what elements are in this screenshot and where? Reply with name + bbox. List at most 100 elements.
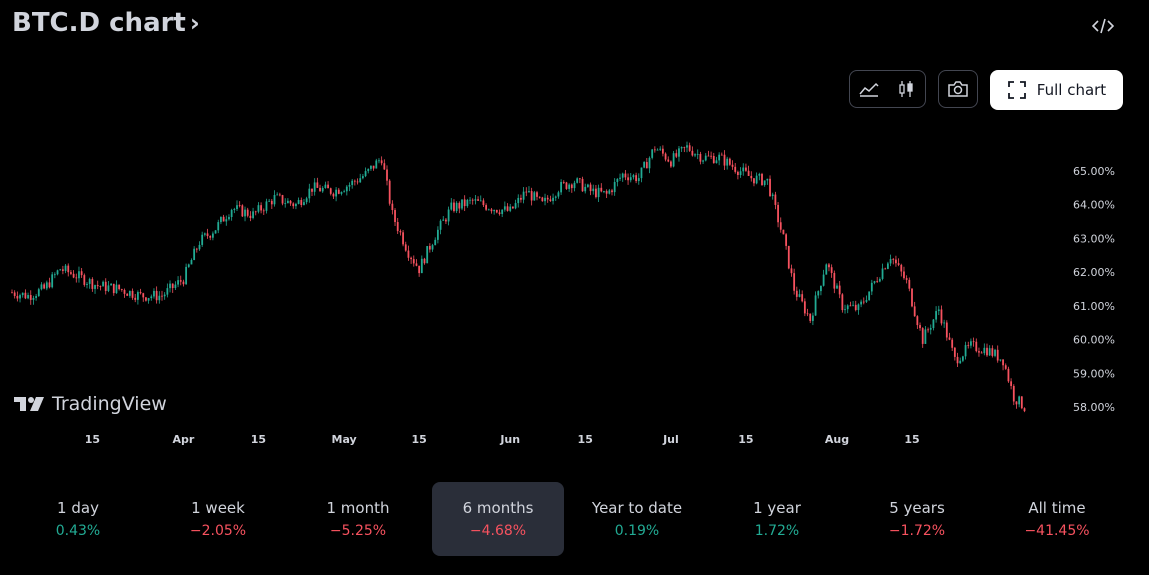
candle-body bbox=[581, 178, 584, 192]
candle-body bbox=[702, 160, 704, 162]
candle-body bbox=[182, 281, 185, 285]
candle-body bbox=[506, 206, 509, 211]
area-style-button[interactable] bbox=[853, 74, 885, 104]
tradingview-logo[interactable]: TradingView bbox=[14, 393, 167, 415]
candle-body bbox=[651, 149, 654, 158]
candle-body bbox=[988, 348, 991, 356]
candle-body bbox=[822, 274, 825, 286]
range-1-year[interactable]: 1 year 1.72% bbox=[711, 482, 843, 556]
candle-body bbox=[576, 178, 579, 183]
candle-body bbox=[201, 234, 204, 245]
candle-body bbox=[624, 173, 627, 178]
candle-body bbox=[978, 351, 980, 353]
candle-body bbox=[171, 283, 174, 289]
candle-body bbox=[509, 206, 512, 211]
candle-body bbox=[96, 285, 99, 287]
candle-body bbox=[345, 186, 348, 192]
candle-body bbox=[110, 283, 113, 286]
candle-body bbox=[254, 211, 257, 213]
candle-body bbox=[811, 315, 814, 321]
candle-body bbox=[565, 182, 568, 189]
candle-body bbox=[552, 197, 554, 202]
candle-body bbox=[313, 182, 316, 192]
embed-code-button[interactable] bbox=[1088, 12, 1118, 40]
candle-body bbox=[865, 300, 868, 302]
candle-body bbox=[145, 297, 147, 301]
candle-body bbox=[742, 167, 745, 172]
candle-body bbox=[913, 306, 916, 317]
candle-body bbox=[286, 200, 289, 204]
x-tick-label: Aug bbox=[825, 433, 849, 446]
candle-body bbox=[838, 285, 841, 295]
candle-body bbox=[520, 197, 522, 200]
candle-body bbox=[750, 175, 753, 179]
candle-body bbox=[356, 181, 359, 183]
candles bbox=[11, 141, 1026, 413]
candle-body bbox=[35, 296, 38, 298]
candle-body bbox=[45, 282, 48, 289]
full-chart-button[interactable]: Full chart bbox=[990, 70, 1123, 110]
candle-body bbox=[128, 290, 131, 296]
x-tick-label: 15 bbox=[251, 433, 266, 446]
candle-body bbox=[447, 209, 450, 222]
snapshot-button[interactable] bbox=[938, 70, 978, 108]
candle-body bbox=[895, 259, 897, 264]
candle-style-button[interactable] bbox=[890, 74, 922, 104]
candle-body bbox=[916, 316, 919, 326]
range-all-time[interactable]: All time −41.45% bbox=[991, 482, 1123, 556]
candle-body bbox=[653, 149, 656, 151]
candle-body bbox=[511, 206, 514, 209]
candle-body bbox=[190, 260, 193, 265]
candle-body bbox=[396, 222, 399, 232]
candle-body bbox=[753, 178, 755, 184]
range-1-month[interactable]: 1 month −5.25% bbox=[292, 482, 424, 556]
candle-body bbox=[220, 216, 222, 223]
candle-body bbox=[670, 161, 672, 167]
candle-body bbox=[959, 360, 962, 364]
price-chart[interactable]: 65.00% 64.00% 63.00% 62.00% 61.00% 60.00% 59.0… bbox=[0, 120, 1149, 455]
range-5-years[interactable]: 5 years −1.72% bbox=[851, 482, 983, 556]
chart-title-link[interactable]: BTC.D chart › bbox=[12, 8, 200, 38]
range-1-day[interactable]: 1 day 0.43% bbox=[12, 482, 144, 556]
range-1-week[interactable]: 1 week −2.05% bbox=[152, 482, 284, 556]
candle-body bbox=[289, 200, 292, 204]
candle-body bbox=[643, 162, 646, 168]
candle-body bbox=[402, 232, 404, 245]
candle-body bbox=[664, 153, 667, 160]
candle-body bbox=[605, 191, 608, 194]
range-6-months[interactable]: 6 months −4.68% bbox=[432, 482, 564, 556]
candle-body bbox=[683, 146, 686, 148]
candle-body bbox=[378, 160, 380, 162]
candle-body bbox=[854, 304, 857, 311]
candle-body bbox=[560, 181, 563, 193]
candle-body bbox=[399, 231, 402, 233]
candle-body bbox=[900, 264, 903, 272]
candle-body bbox=[246, 209, 249, 216]
candle-body bbox=[136, 292, 139, 300]
candle-body bbox=[876, 281, 879, 283]
candle-body bbox=[747, 170, 750, 176]
candle-body bbox=[78, 271, 80, 279]
candle-body bbox=[557, 192, 560, 197]
candle-body bbox=[884, 268, 887, 270]
candle-body bbox=[712, 155, 715, 164]
candle-body bbox=[348, 184, 351, 187]
candle-body bbox=[493, 209, 496, 212]
candle-body bbox=[801, 294, 804, 302]
candle-body bbox=[951, 339, 954, 348]
candle-body bbox=[589, 184, 592, 192]
candle-body bbox=[844, 309, 846, 311]
candle-body bbox=[956, 356, 959, 364]
candle-body bbox=[252, 211, 254, 219]
candle-body bbox=[707, 155, 710, 157]
candle-body bbox=[1015, 401, 1018, 405]
candle-body bbox=[846, 305, 849, 310]
range-selector: 1 day 0.43% 1 week −2.05% 1 month −5.25% 6 mon… bbox=[0, 482, 1149, 556]
candle-body bbox=[613, 182, 616, 193]
range-year-to-date[interactable]: Year to date 0.19% bbox=[571, 482, 703, 556]
candle-body bbox=[586, 184, 589, 187]
candle-body bbox=[303, 202, 305, 205]
candle-body bbox=[407, 250, 410, 258]
candle-body bbox=[870, 282, 873, 292]
candle-body bbox=[720, 154, 723, 156]
